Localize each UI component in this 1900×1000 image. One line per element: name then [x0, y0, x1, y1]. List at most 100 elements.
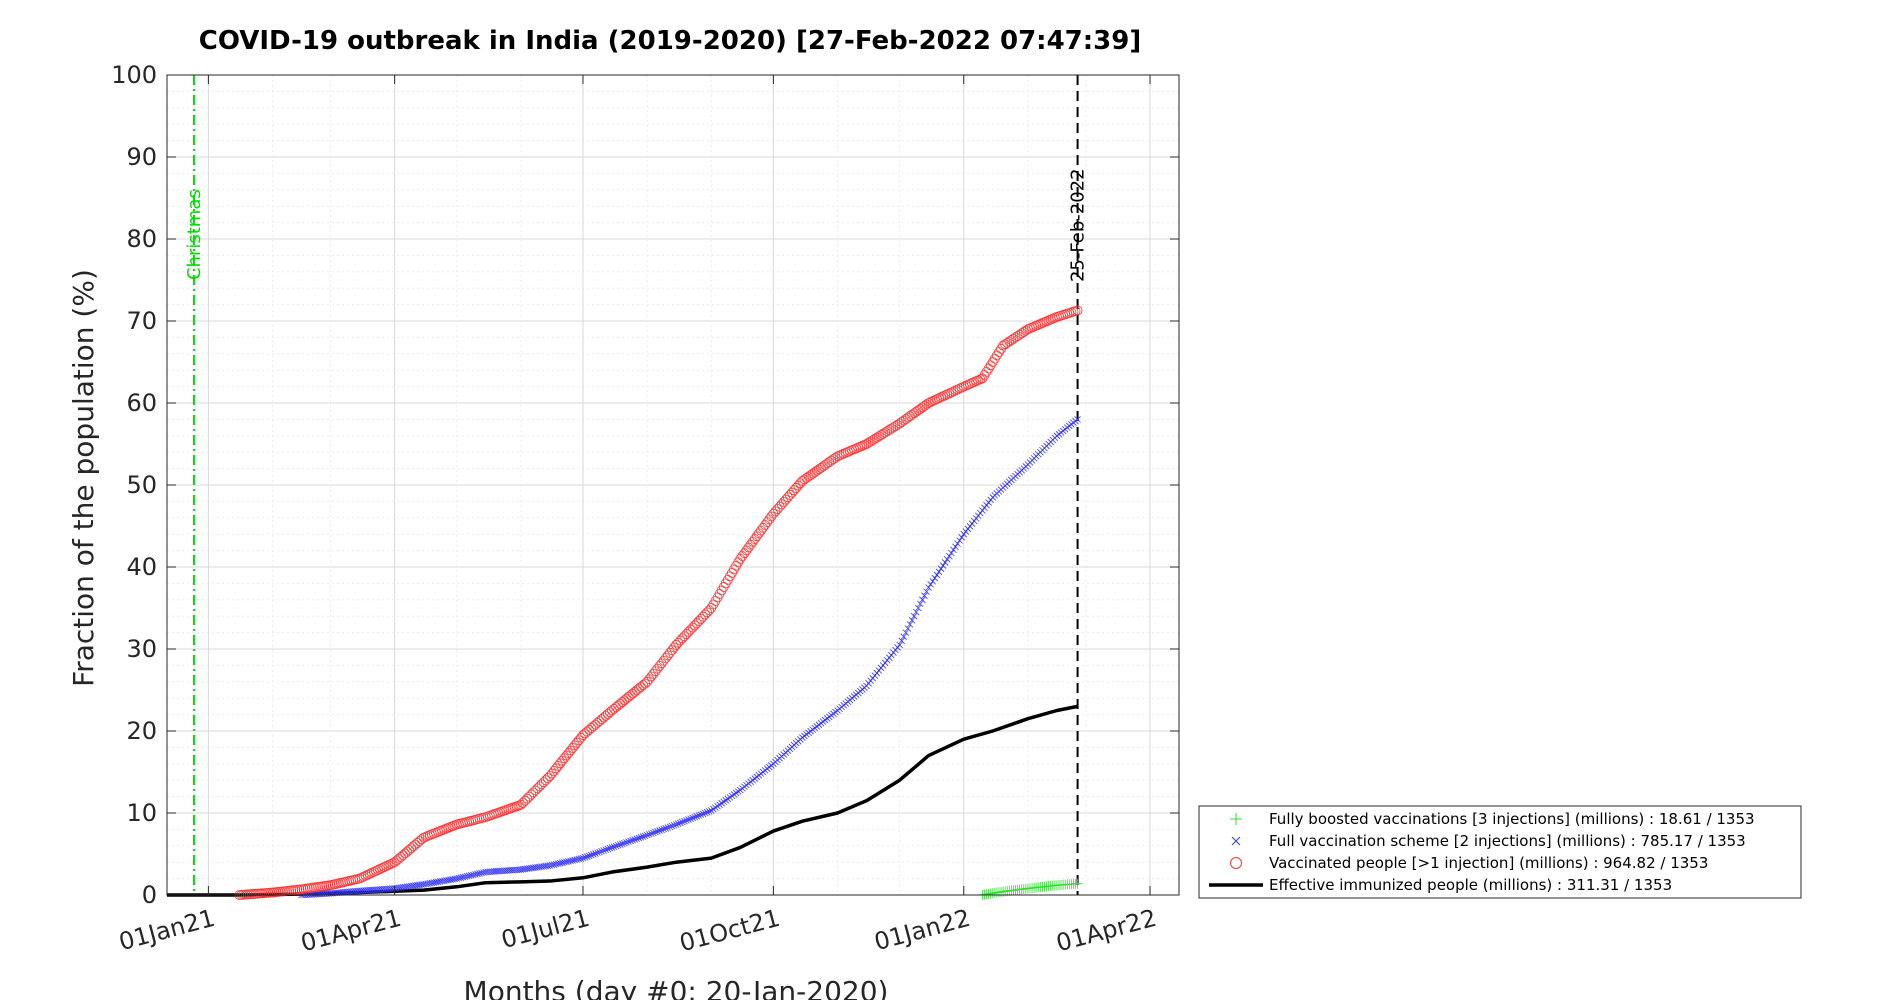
- data-point: [693, 812, 701, 820]
- data-point: [929, 577, 937, 585]
- data-point: [699, 810, 707, 818]
- data-point: [687, 815, 694, 823]
- annotation-lines: Christmas 25-Feb-2022: [184, 75, 1089, 895]
- data-point: [668, 822, 676, 830]
- data-point: [439, 824, 450, 835]
- data-point: [625, 838, 632, 845]
- data-point: [906, 621, 914, 628]
- data-point: [650, 829, 657, 837]
- data-point: [842, 447, 853, 457]
- data-point: [941, 559, 949, 566]
- data-point: [672, 821, 680, 828]
- data-point: [716, 801, 723, 808]
- data-point: [1039, 317, 1050, 328]
- data-point: [695, 812, 703, 819]
- chart-title: COVID-19 outbreak in India (2019-2020) […: [199, 26, 1141, 56]
- data-point: [969, 377, 980, 387]
- data-point: [935, 568, 943, 576]
- data-point: [463, 872, 471, 880]
- data-point: [420, 881, 427, 888]
- data-point: [956, 382, 967, 393]
- data-point: [426, 829, 437, 840]
- legend-entry: Vaccinated people [>1 injection] (millio…: [1269, 854, 1708, 872]
- data-point: [994, 347, 1004, 358]
- data-point: [689, 814, 696, 822]
- data-point: [896, 641, 903, 649]
- data-point: [432, 878, 440, 886]
- data-point: [1037, 318, 1048, 328]
- data-point: [430, 879, 438, 886]
- data-point: [637, 834, 645, 841]
- data-point: [467, 872, 475, 879]
- data-point: [981, 366, 992, 377]
- data-point: [965, 378, 975, 389]
- data-point: [834, 450, 845, 461]
- data-point: [945, 552, 953, 560]
- data-point: [714, 589, 725, 599]
- data-point: [714, 802, 721, 810]
- data-point: [643, 831, 651, 839]
- data-point: [577, 855, 585, 862]
- data-point: [923, 588, 930, 595]
- data-point: [592, 850, 599, 857]
- data-point: [1027, 322, 1037, 333]
- data-point: [972, 515, 980, 522]
- data-point: [608, 844, 616, 851]
- data-point: [681, 817, 688, 825]
- data-point: [840, 447, 851, 458]
- data-point: [441, 823, 452, 834]
- data-point: [728, 792, 736, 800]
- data-point: [691, 813, 699, 821]
- data-point: [561, 858, 568, 866]
- data-point: [645, 831, 653, 838]
- data-point: [900, 633, 908, 640]
- data-point: [855, 441, 866, 452]
- data-point: [563, 858, 570, 866]
- data-point: [583, 853, 591, 860]
- data-point: [914, 604, 922, 612]
- data-point: [725, 571, 735, 582]
- data-point: [633, 835, 641, 843]
- x-tick-label: 01Apr22: [1053, 904, 1159, 958]
- data-point: [960, 380, 971, 391]
- data-point: [908, 617, 916, 624]
- data-point: [950, 546, 957, 554]
- y-axis-label: Fraction of the population (%): [67, 269, 100, 687]
- data-point: [581, 854, 589, 861]
- data-point: [433, 826, 444, 837]
- data-point: [912, 608, 920, 616]
- data-point: [676, 819, 684, 827]
- series-plus: [977, 878, 1083, 900]
- data-point: [712, 592, 723, 603]
- legend-entry: Full vaccination scheme [2 injections] (…: [1269, 832, 1746, 850]
- data-point: [647, 830, 655, 837]
- data-point: [619, 840, 626, 848]
- data-point: [465, 872, 473, 880]
- data-point: [585, 852, 593, 860]
- data-point: [660, 825, 667, 833]
- data-point: [418, 832, 429, 843]
- data-point: [968, 520, 976, 527]
- data-point: [616, 841, 624, 848]
- axis-ticks: 0 10 20 30 40 50 60 70 80 90 100 01Jan21 01Apr21 01Ju…: [111, 61, 1179, 957]
- data-point: [604, 845, 612, 853]
- data-point: [710, 596, 721, 606]
- data-point: [652, 828, 659, 836]
- data-point: [1045, 314, 1056, 325]
- data-point: [718, 799, 725, 807]
- data-point: [443, 877, 450, 884]
- data-point: [552, 860, 560, 868]
- x-tick-label: 01Jan22: [871, 904, 973, 956]
- data-point: [565, 858, 572, 865]
- legend-circle-icon: [1230, 857, 1242, 869]
- data-point: [981, 504, 988, 512]
- legend-box: [1198, 805, 1802, 899]
- data-point: [973, 375, 984, 386]
- y-tick-label: 80: [126, 225, 157, 253]
- series-line: [167, 704, 1078, 897]
- data-point: [983, 501, 990, 509]
- data-point: [937, 565, 945, 572]
- grid-lines: [167, 74, 1179, 896]
- data-point: [459, 873, 467, 881]
- data-point: [734, 788, 742, 795]
